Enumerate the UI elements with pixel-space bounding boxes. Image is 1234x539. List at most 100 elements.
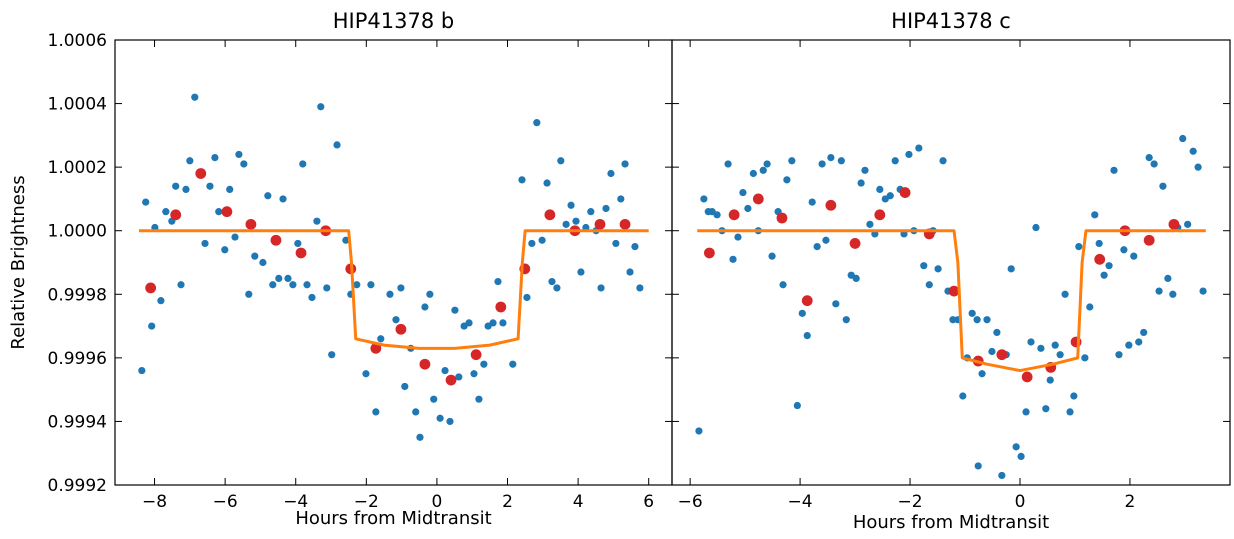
data-point xyxy=(1091,211,1099,219)
data-point xyxy=(353,281,361,289)
data-point xyxy=(1120,246,1128,254)
data-point xyxy=(395,323,407,335)
x-tick-label: −6 xyxy=(213,492,238,512)
data-point xyxy=(1022,408,1030,416)
data-point xyxy=(939,157,947,165)
data-point xyxy=(259,258,267,267)
data-point xyxy=(1135,338,1143,346)
data-point xyxy=(925,281,933,289)
data-point xyxy=(852,274,860,282)
data-point xyxy=(1105,262,1113,270)
data-point xyxy=(470,370,478,378)
data-point xyxy=(235,150,243,159)
data-point xyxy=(842,316,850,324)
data-point xyxy=(317,103,325,111)
data-point xyxy=(494,277,502,286)
data-point xyxy=(768,252,776,260)
data-point xyxy=(1140,328,1148,337)
data-point xyxy=(1027,338,1035,346)
data-point xyxy=(874,209,886,221)
data-point xyxy=(1155,287,1163,295)
data-point xyxy=(269,281,277,289)
data-point xyxy=(499,319,507,327)
data-point xyxy=(1037,344,1045,352)
data-point xyxy=(231,233,239,241)
data-point xyxy=(1179,134,1187,143)
data-point xyxy=(1194,163,1202,171)
data-point xyxy=(412,408,420,416)
data-point xyxy=(1125,341,1133,349)
data-point xyxy=(245,218,257,230)
data-point xyxy=(362,370,370,378)
data-point xyxy=(713,211,721,219)
data-point xyxy=(401,382,409,391)
data-point xyxy=(251,252,259,260)
data-point xyxy=(284,274,292,282)
y-axis-label: Relative Brightness xyxy=(8,175,29,349)
data-point xyxy=(594,218,606,230)
data-point xyxy=(416,433,424,441)
x-tick-label: 2 xyxy=(1125,492,1136,512)
data-point xyxy=(240,160,248,168)
data-point xyxy=(544,209,556,221)
data-point xyxy=(783,176,791,184)
data-point xyxy=(876,185,884,193)
data-point xyxy=(861,166,869,174)
x-tick-label: 2 xyxy=(502,492,513,512)
data-point xyxy=(419,358,431,370)
data-point xyxy=(1168,218,1180,230)
data-point xyxy=(342,236,350,244)
data-point xyxy=(1086,303,1094,311)
data-point xyxy=(983,316,991,324)
data-point xyxy=(308,293,316,302)
data-point xyxy=(1012,443,1020,451)
data-point xyxy=(837,157,845,165)
data-point xyxy=(182,185,190,193)
data-point xyxy=(1199,287,1207,295)
data-point xyxy=(370,342,382,354)
data-point xyxy=(597,284,605,292)
data-point xyxy=(948,285,960,297)
data-point xyxy=(1094,253,1106,265)
data-point xyxy=(386,290,394,298)
data-point xyxy=(631,243,639,251)
data-point xyxy=(998,471,1006,480)
data-point xyxy=(480,360,488,368)
data-point xyxy=(279,195,287,203)
data-point xyxy=(215,208,223,216)
model-line xyxy=(697,229,1206,373)
data-point xyxy=(538,236,546,244)
data-point xyxy=(1115,351,1123,359)
data-point xyxy=(886,192,894,200)
data-point xyxy=(392,316,400,324)
y-tick-label: 0.9998 xyxy=(48,285,107,305)
data-point xyxy=(157,297,165,305)
data-point xyxy=(1051,341,1059,349)
data-point xyxy=(465,319,473,327)
data-point xyxy=(1145,154,1153,162)
data-point xyxy=(543,179,551,187)
data-point xyxy=(1061,290,1069,298)
x-tick-label: 4 xyxy=(573,492,584,512)
data-point xyxy=(577,268,585,276)
y-tick-label: 0.9992 xyxy=(48,476,107,496)
data-point xyxy=(905,150,913,159)
data-point xyxy=(1032,223,1040,232)
data-point xyxy=(430,395,438,403)
data-point xyxy=(436,414,444,422)
data-point xyxy=(138,366,146,375)
data-point xyxy=(695,427,703,435)
y-tick-label: 1.0004 xyxy=(48,95,107,115)
data-point xyxy=(323,284,331,292)
data-point xyxy=(172,182,180,190)
data-point xyxy=(145,282,157,294)
data-point xyxy=(1095,239,1103,248)
data-point xyxy=(328,351,336,359)
data-point xyxy=(148,322,156,330)
data-point xyxy=(763,160,771,168)
data-point xyxy=(548,277,556,286)
data-point xyxy=(221,206,233,218)
x-tick-label: −2 xyxy=(354,492,379,512)
data-point xyxy=(891,157,899,165)
data-point xyxy=(1042,405,1050,413)
